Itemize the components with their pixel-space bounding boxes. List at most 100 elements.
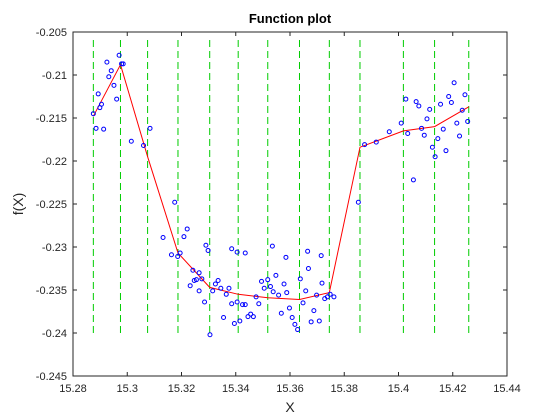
scatter-point-112 xyxy=(459,107,465,113)
scatter-point-57 xyxy=(270,289,276,295)
scatter-point-73 xyxy=(314,292,320,298)
x-axis-label: X xyxy=(285,399,295,415)
scatter-point-90 xyxy=(386,129,392,135)
scatter-point-22 xyxy=(199,276,205,282)
scatter-point-84 xyxy=(283,254,289,260)
scatter-point-97 xyxy=(419,125,425,131)
y-tick-label-0: -0.245 xyxy=(36,371,67,383)
scatter-point-1 xyxy=(93,125,99,131)
scatter-point-101 xyxy=(429,144,435,150)
scatter-point-114 xyxy=(465,118,471,124)
scatter-point-65 xyxy=(292,321,298,327)
scatter-point-59 xyxy=(276,292,282,298)
scatter-point-21 xyxy=(196,270,202,276)
scatter-point-74 xyxy=(316,318,322,324)
scatter-point-92 xyxy=(403,96,409,102)
scatter-point-55 xyxy=(265,277,271,283)
fit-line-group xyxy=(92,63,470,301)
x-tick-label-4: 15.36 xyxy=(276,383,304,395)
scatter-point-83 xyxy=(269,243,275,249)
scatter-point-28 xyxy=(181,234,187,240)
x-tick-label-0: 15.28 xyxy=(59,383,87,395)
scatter-point-66 xyxy=(295,327,301,333)
scatter-point-51 xyxy=(253,294,259,300)
scatter-point-85 xyxy=(305,248,311,254)
scatter-point-48 xyxy=(245,314,251,320)
x-axis-ticks: 15.28 15.3 15.32 15.34 15.36 15.38 15.4 15.42 15… xyxy=(59,32,521,395)
x-tick-label-6: 15.4 xyxy=(388,383,409,395)
scatter-point-88 xyxy=(362,142,368,148)
scatter-point-109 xyxy=(451,80,457,86)
scatter-point-77 xyxy=(324,294,330,300)
scatter-point-11 xyxy=(116,52,122,58)
scatter-point-17 xyxy=(172,199,178,205)
scatter-point-100 xyxy=(427,106,433,112)
scatter-point-50 xyxy=(250,314,256,320)
scatter-point-104 xyxy=(438,101,444,107)
scatter-point-2 xyxy=(95,91,101,97)
scatter-point-80 xyxy=(229,246,235,252)
scatter-point-30 xyxy=(190,267,196,273)
scatter-point-8 xyxy=(108,68,114,74)
scatter-point-68 xyxy=(300,300,306,306)
scatter-point-45 xyxy=(237,318,243,324)
scatter-point-6 xyxy=(104,59,110,65)
fit-line xyxy=(92,63,470,301)
scatter-point-36 xyxy=(212,281,218,287)
scatter-point-40 xyxy=(223,291,229,297)
scatter-point-106 xyxy=(443,148,449,154)
scatter-point-63 xyxy=(286,305,292,311)
plot-area xyxy=(73,32,507,376)
scatter-point-52 xyxy=(256,301,262,307)
scatter-point-105 xyxy=(440,126,446,132)
scatter-point-71 xyxy=(308,319,314,325)
scatter-point-103 xyxy=(435,136,441,142)
scatter-point-113 xyxy=(462,92,468,98)
scatter-point-24 xyxy=(205,247,211,253)
scatter-point-93 xyxy=(405,130,411,136)
scatter-point-62 xyxy=(284,290,290,296)
scatter-point-87 xyxy=(355,199,361,205)
scatter-point-78 xyxy=(327,291,333,297)
y-axis-ticks: -0.245 -0.24 -0.235 -0.23 -0.225 -0.22 -0.215 -… xyxy=(36,27,507,383)
scatter-point-86 xyxy=(318,253,324,259)
x-tick-label-3: 15.34 xyxy=(222,383,250,395)
scatter-point-82 xyxy=(242,250,248,256)
scatter-point-53 xyxy=(259,278,265,284)
scatter-point-47 xyxy=(242,302,248,308)
scatter-point-56 xyxy=(267,284,273,290)
scatter-point-5 xyxy=(101,126,107,132)
scatter-point-38 xyxy=(218,285,224,291)
scatter-point-64 xyxy=(289,315,295,321)
scatter-point-49 xyxy=(248,311,254,317)
scatter-point-12 xyxy=(119,61,125,67)
y-tick-label-4: -0.225 xyxy=(36,199,67,211)
x-tick-label-1: 15.3 xyxy=(117,383,138,395)
y-tick-label-3: -0.23 xyxy=(42,242,67,254)
chart-title: Function plot xyxy=(249,11,332,26)
scatter-point-31 xyxy=(193,277,199,283)
y-tick-label-1: -0.24 xyxy=(42,328,67,340)
y-tick-label-5: -0.22 xyxy=(42,156,67,168)
scatter-point-4 xyxy=(98,101,104,107)
scatter-point-37 xyxy=(215,278,221,284)
scatter-point-26 xyxy=(168,252,174,258)
scatter-point-70 xyxy=(305,266,311,271)
scatter-point-102 xyxy=(432,154,438,160)
scatter-point-9 xyxy=(111,82,117,88)
x-tick-label-7: 15.42 xyxy=(439,383,467,395)
scatter-point-29 xyxy=(187,283,193,289)
scatter-point-60 xyxy=(278,310,284,316)
scatter-point-25 xyxy=(160,235,166,241)
y-tick-label-2: -0.235 xyxy=(36,285,67,297)
scatter-points-group xyxy=(90,52,471,338)
scatter-point-42 xyxy=(229,301,235,307)
scatter-point-110 xyxy=(454,120,460,126)
scatter-point-98 xyxy=(421,132,427,138)
scatter-point-108 xyxy=(448,100,454,106)
scatter-point-94 xyxy=(410,177,416,183)
scatter-point-35 xyxy=(210,288,216,294)
x-tick-label-2: 15.32 xyxy=(168,383,196,395)
scatter-point-32 xyxy=(196,288,202,294)
